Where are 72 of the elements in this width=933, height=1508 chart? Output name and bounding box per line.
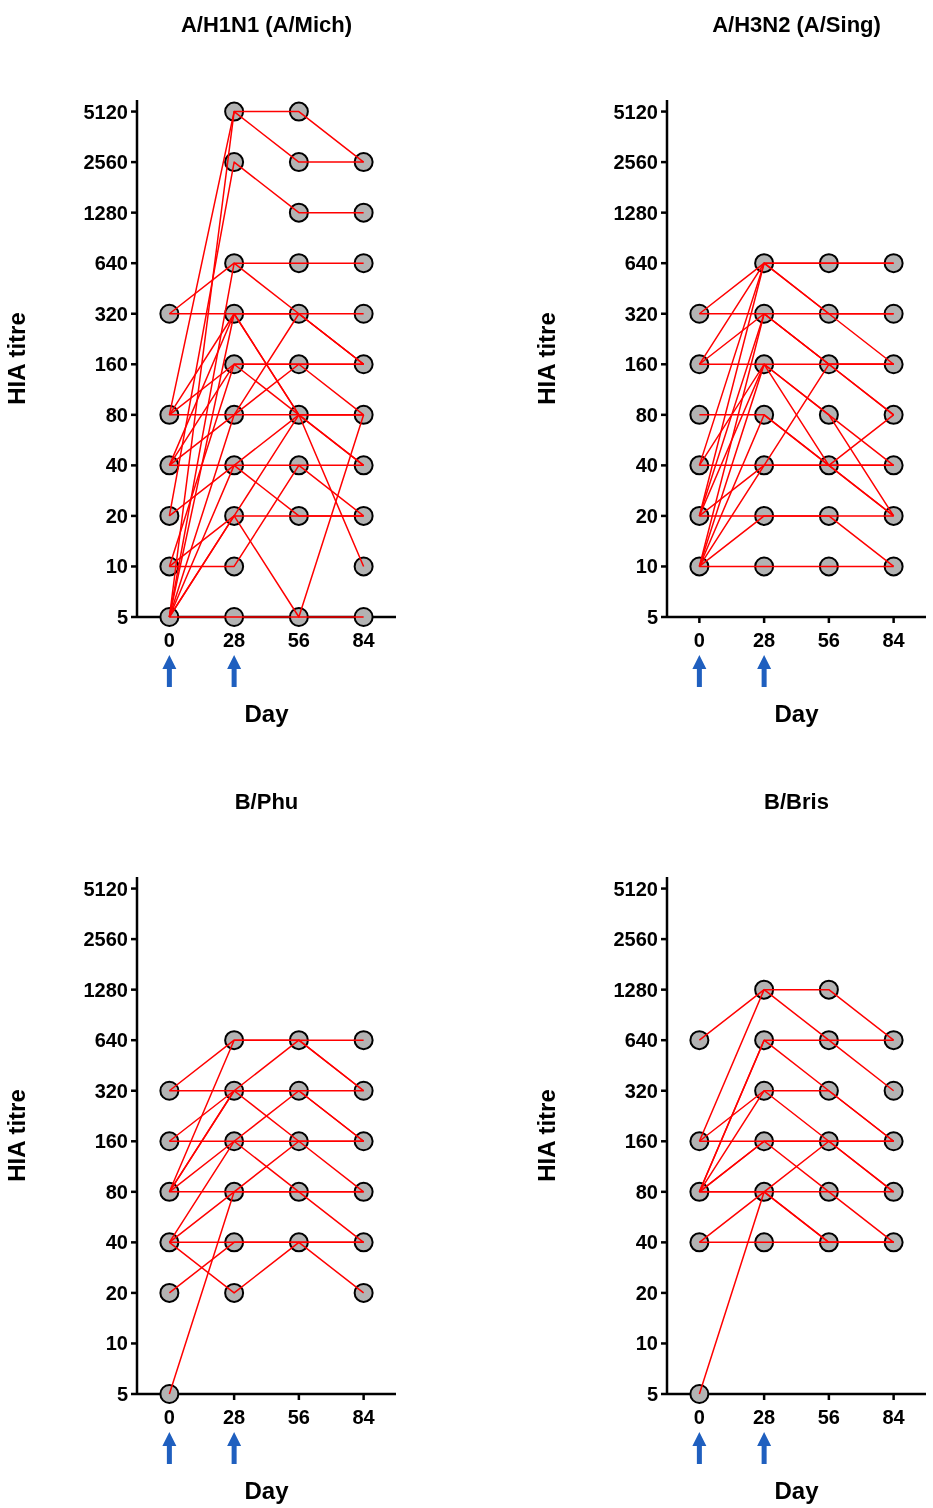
x-axis-title: Day <box>244 1477 290 1504</box>
y-tick-label: 160 <box>624 353 658 376</box>
y-tick-label: 80 <box>105 1180 128 1203</box>
y-tick-label: 640 <box>624 1029 658 1052</box>
x-tick-label: 84 <box>882 1406 906 1428</box>
y-axis-title: HIA titre <box>3 312 30 405</box>
y-tick-label: 80 <box>635 1180 658 1203</box>
y-axis-title: HIA titre <box>533 1089 560 1182</box>
y-tick-label: 5 <box>116 606 128 628</box>
x-tick-label: 28 <box>223 1406 246 1428</box>
y-tick-label: 20 <box>635 504 658 527</box>
y-tick-label: 640 <box>624 252 658 275</box>
x-tick-label: 84 <box>352 629 376 651</box>
y-tick-label: 20 <box>105 1281 128 1304</box>
y-tick-label: 5120 <box>83 100 128 123</box>
chart-title: A/H3N2 (A/Sing) <box>712 12 881 37</box>
x-tick-label: 0 <box>163 629 175 651</box>
x-tick-label: 0 <box>693 629 705 651</box>
x-tick-label: 28 <box>223 629 246 651</box>
y-tick-label: 40 <box>105 1231 128 1254</box>
x-tick-label: 0 <box>693 1406 705 1428</box>
x-tick-label: 84 <box>352 1406 376 1428</box>
y-tick-label: 2560 <box>613 151 658 174</box>
x-axis-title: Day <box>774 1477 820 1504</box>
y-tick-label: 320 <box>94 1079 128 1102</box>
y-tick-label: 5120 <box>613 877 658 900</box>
y-tick-label: 10 <box>635 1332 658 1355</box>
y-tick-label: 2560 <box>83 928 128 951</box>
y-tick-label: 160 <box>624 1130 658 1153</box>
y-tick-label: 40 <box>105 454 128 477</box>
y-tick-label: 1280 <box>83 201 128 224</box>
y-tick-label: 5 <box>646 606 658 628</box>
y-tick-label: 640 <box>94 252 128 275</box>
y-tick-label: 80 <box>105 403 128 426</box>
y-axis-title: HIA titre <box>533 312 560 405</box>
y-tick-label: 10 <box>105 555 128 578</box>
y-tick-label: 1280 <box>613 978 658 1001</box>
chart-title: B/Phu <box>234 789 299 814</box>
y-tick-label: 5120 <box>613 100 658 123</box>
y-tick-label: 160 <box>94 353 128 376</box>
y-tick-label: 320 <box>94 302 128 325</box>
y-tick-label: 1280 <box>83 978 128 1001</box>
x-tick-label: 56 <box>817 1406 840 1428</box>
x-tick-label: 56 <box>287 1406 310 1428</box>
chart-title: B/Bris <box>764 789 829 814</box>
x-tick-label: 56 <box>287 629 310 651</box>
y-tick-label: 640 <box>94 1029 128 1052</box>
y-tick-label: 80 <box>635 403 658 426</box>
y-tick-label: 1280 <box>613 201 658 224</box>
y-tick-label: 10 <box>635 555 658 578</box>
x-tick-label: 28 <box>753 1406 776 1428</box>
y-tick-label: 320 <box>624 302 658 325</box>
y-tick-label: 5120 <box>83 877 128 900</box>
y-tick-label: 160 <box>94 1130 128 1153</box>
y-tick-label: 20 <box>105 504 128 527</box>
x-tick-label: 0 <box>163 1406 175 1428</box>
x-axis-title: Day <box>244 700 290 727</box>
y-tick-label: 20 <box>635 1281 658 1304</box>
chart-title: A/H1N1 (A/Mich) <box>180 12 353 37</box>
x-tick-label: 84 <box>882 629 906 651</box>
y-tick-label: 2560 <box>613 928 658 951</box>
x-axis-title: Day <box>774 700 820 727</box>
y-axis-title: HIA titre <box>3 1089 30 1182</box>
y-tick-label: 40 <box>635 454 658 477</box>
y-tick-label: 320 <box>624 1079 658 1102</box>
y-tick-label: 5 <box>116 1383 128 1405</box>
y-tick-label: 40 <box>635 1231 658 1254</box>
y-tick-label: 10 <box>105 1332 128 1355</box>
x-tick-label: 56 <box>817 629 840 651</box>
y-tick-label: 5 <box>646 1383 658 1405</box>
y-tick-label: 2560 <box>83 151 128 174</box>
x-tick-label: 28 <box>753 629 776 651</box>
